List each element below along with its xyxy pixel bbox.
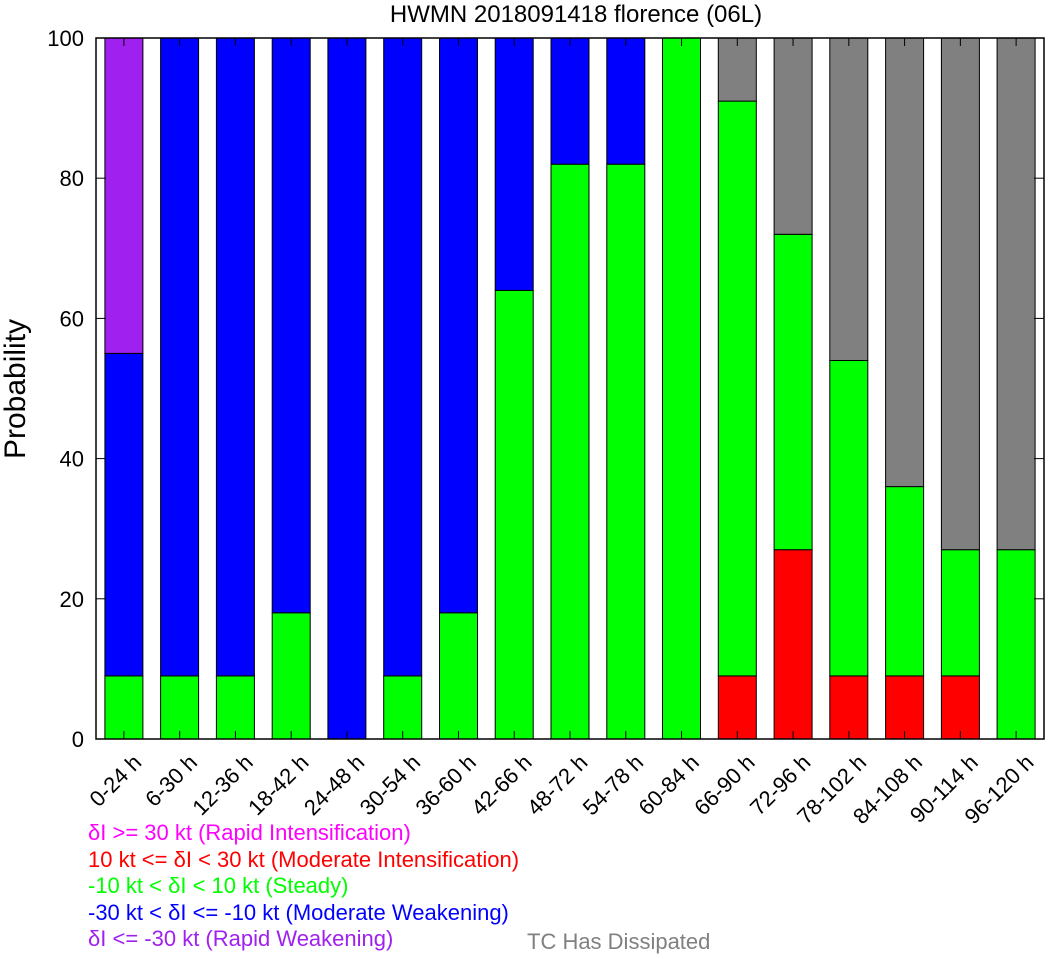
bar-segment-steady <box>996 549 1036 740</box>
bar-segment-steady <box>662 37 701 740</box>
bar-segment-moderate-weakening <box>271 37 311 614</box>
bar-segment-steady <box>606 163 646 740</box>
x-tick-label: 60-84 h <box>634 750 704 820</box>
legend-rapid-weakening: δI <= -30 kt (Rapid Weakening) <box>88 926 394 951</box>
y-tick-label: 100 <box>47 26 84 51</box>
y-tick-label: 40 <box>60 447 84 472</box>
x-tick-label: 0-24 h <box>85 750 147 812</box>
bar-segment-moderate-intensification <box>829 675 869 740</box>
bar-segment-dissipated <box>717 37 757 102</box>
bar-segment-steady <box>494 289 534 740</box>
bar-segment-moderate-weakening <box>327 37 367 740</box>
bar-segment-steady <box>885 486 925 677</box>
x-tick-label: 24-48 h <box>299 750 369 820</box>
x-tick-label: 42-66 h <box>466 750 536 820</box>
bar-segment-moderate-weakening <box>606 37 646 165</box>
x-tick-label: 12-36 h <box>187 750 257 820</box>
bar-segment-moderate-weakening <box>550 37 590 165</box>
bar-segment-dissipated <box>773 37 813 235</box>
bar-segment-steady <box>160 675 200 740</box>
bar-segment-steady <box>439 612 478 740</box>
x-tick-label: 48-72 h <box>522 750 592 820</box>
x-tick-label: 30-54 h <box>355 750 425 820</box>
bar-segment-steady <box>940 549 980 677</box>
bar-segment-steady <box>383 675 423 740</box>
bar-segment-dissipated <box>885 37 925 488</box>
bar-segment-steady <box>829 360 869 677</box>
plot-frame <box>95 37 1045 740</box>
bar-segment-steady <box>717 100 757 677</box>
bar-segment-steady <box>215 675 255 740</box>
bar-segment-dissipated <box>940 37 980 551</box>
y-tick-label: 80 <box>60 166 84 191</box>
bar-segment-moderate-intensification <box>717 675 757 740</box>
bar-segment-moderate-intensification <box>940 675 980 740</box>
bar-segment-steady <box>550 163 590 740</box>
y-axis-label: Probability <box>0 319 32 459</box>
legend-rapid-intensification: δI >= 30 kt (Rapid Intensification) <box>88 820 411 845</box>
bar-segment-moderate-weakening <box>494 37 534 291</box>
bar-segment-dissipated <box>996 37 1036 551</box>
y-tick-label: 0 <box>72 727 84 752</box>
bar-segment-moderate-intensification <box>885 675 925 740</box>
y-tick-label: 60 <box>60 306 84 331</box>
bar-segment-dissipated <box>829 37 869 361</box>
bar-segment-moderate-weakening <box>383 37 423 677</box>
legend-dissipated: TC Has Dissipated <box>527 929 711 954</box>
bar-segment-rapid-weakening <box>104 37 144 354</box>
bar-segment-steady <box>773 233 813 551</box>
bar-segment-moderate-intensification <box>773 549 813 740</box>
x-tick-label: 18-42 h <box>243 750 313 820</box>
legend-steady: -10 kt < δI < 10 kt (Steady) <box>88 873 349 898</box>
bars-group <box>104 37 1036 740</box>
legend-moderate-intensification: 10 kt <= δI < 30 kt (Moderate Intensific… <box>88 846 520 872</box>
x-tick-label: 36-60 h <box>410 750 480 820</box>
x-tick-label: 54-78 h <box>578 750 648 820</box>
bar-segment-moderate-weakening <box>439 37 478 614</box>
legend-moderate-weakening: -30 kt < δI <= -10 kt (Moderate Weakenin… <box>88 899 509 925</box>
chart-title: HWMN 2018091418 florence (06L) <box>390 1 762 28</box>
bar-segment-moderate-weakening <box>160 37 200 677</box>
x-tick-label: 66-90 h <box>689 750 759 820</box>
y-tick-label: 20 <box>60 587 84 612</box>
bar-segment-moderate-weakening <box>215 37 255 677</box>
y-axis: 0 20 40 60 80 100 <box>47 26 1044 752</box>
legend: δI >= 30 kt (Rapid Intensification) 10 k… <box>88 820 519 953</box>
bar-segment-moderate-weakening <box>104 352 144 677</box>
bar-segment-steady <box>271 612 311 740</box>
bar-segment-steady <box>104 675 144 740</box>
